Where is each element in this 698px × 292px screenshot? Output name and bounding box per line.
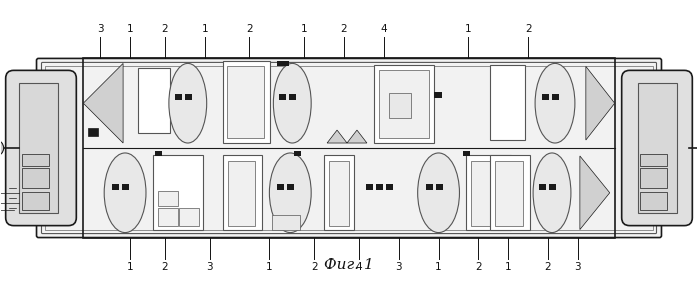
Ellipse shape xyxy=(533,153,571,233)
Bar xyxy=(223,61,270,143)
Ellipse shape xyxy=(535,63,575,143)
Bar xyxy=(227,66,265,138)
Text: 2: 2 xyxy=(525,24,531,34)
Circle shape xyxy=(0,140,3,156)
Text: 4: 4 xyxy=(380,24,387,34)
Bar xyxy=(490,65,525,140)
Bar xyxy=(366,184,373,190)
Bar xyxy=(490,155,530,230)
Text: 1: 1 xyxy=(436,263,442,272)
Text: 2: 2 xyxy=(246,24,253,34)
Text: 4: 4 xyxy=(356,263,362,272)
Text: 1: 1 xyxy=(301,24,308,34)
Bar xyxy=(22,168,50,188)
Bar xyxy=(386,184,393,190)
Bar xyxy=(376,184,383,190)
Text: 3: 3 xyxy=(574,263,581,272)
Bar xyxy=(272,215,300,230)
Bar xyxy=(639,168,667,188)
Text: 2: 2 xyxy=(475,263,482,272)
Bar xyxy=(539,184,546,190)
Bar xyxy=(277,61,289,66)
Text: 2: 2 xyxy=(341,24,348,34)
Bar xyxy=(223,155,262,230)
Text: 1: 1 xyxy=(465,24,472,34)
Polygon shape xyxy=(347,130,367,143)
Text: 1: 1 xyxy=(127,24,133,34)
Bar xyxy=(549,184,556,190)
Text: 3: 3 xyxy=(207,263,213,272)
Ellipse shape xyxy=(269,153,311,233)
Bar xyxy=(379,70,429,138)
Bar xyxy=(426,184,433,190)
Bar xyxy=(174,94,181,100)
Bar xyxy=(329,161,349,226)
Bar xyxy=(158,191,178,206)
Bar xyxy=(112,184,119,190)
Bar xyxy=(279,94,286,100)
Text: 1: 1 xyxy=(127,263,133,272)
Text: 2: 2 xyxy=(161,263,168,272)
Bar xyxy=(158,208,178,226)
Ellipse shape xyxy=(417,153,459,233)
Polygon shape xyxy=(586,66,615,140)
Text: 1: 1 xyxy=(266,263,273,272)
Bar xyxy=(179,208,199,226)
Bar xyxy=(639,154,667,166)
Bar xyxy=(289,94,296,100)
Bar xyxy=(185,94,192,100)
Text: 2: 2 xyxy=(311,263,318,272)
Text: 2: 2 xyxy=(161,24,168,34)
Bar xyxy=(374,65,433,143)
Bar xyxy=(637,83,677,213)
FancyBboxPatch shape xyxy=(36,58,662,238)
Bar xyxy=(496,161,524,226)
FancyBboxPatch shape xyxy=(622,70,692,226)
Bar xyxy=(22,154,50,166)
Text: Фиг. 1: Фиг. 1 xyxy=(324,258,374,272)
Ellipse shape xyxy=(104,153,146,233)
Bar xyxy=(463,151,470,156)
Bar xyxy=(288,184,295,190)
Bar xyxy=(138,68,170,133)
Bar xyxy=(295,151,302,156)
Ellipse shape xyxy=(274,63,311,143)
Bar xyxy=(433,92,442,98)
Bar xyxy=(639,192,667,210)
Text: 1: 1 xyxy=(202,24,208,34)
Bar xyxy=(436,184,443,190)
Bar xyxy=(542,94,549,100)
Polygon shape xyxy=(580,156,610,230)
Text: 1: 1 xyxy=(505,263,512,272)
Bar xyxy=(122,184,129,190)
Bar xyxy=(228,161,255,226)
Bar xyxy=(277,184,284,190)
Bar xyxy=(22,192,50,210)
Bar xyxy=(466,155,511,230)
Ellipse shape xyxy=(169,63,207,143)
FancyBboxPatch shape xyxy=(6,70,76,226)
Bar xyxy=(552,94,559,100)
Bar xyxy=(389,93,410,118)
Bar xyxy=(155,151,162,156)
Text: 3: 3 xyxy=(396,263,402,272)
Polygon shape xyxy=(83,63,123,143)
Polygon shape xyxy=(327,130,347,143)
Text: 3: 3 xyxy=(97,24,103,34)
Bar xyxy=(19,83,59,213)
Bar xyxy=(153,155,202,230)
Bar xyxy=(471,161,506,226)
Bar xyxy=(83,58,615,238)
Text: 2: 2 xyxy=(544,263,551,272)
Bar xyxy=(88,128,98,136)
Bar xyxy=(324,155,354,230)
